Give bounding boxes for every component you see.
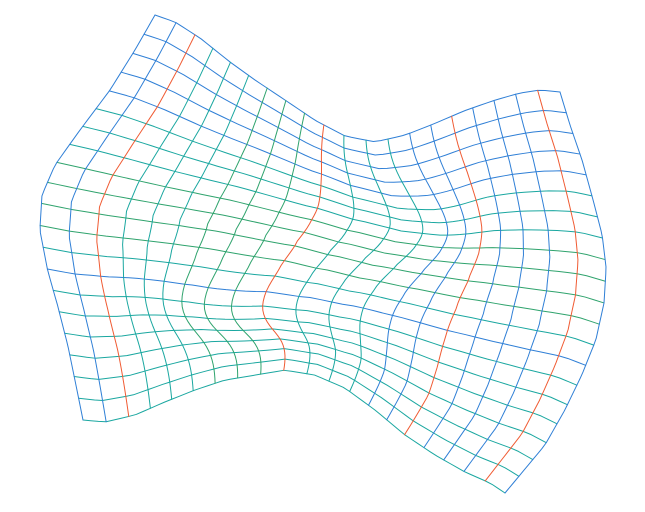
grid-column-line-5: [162, 74, 250, 392]
grid-row-line-3: [120, 71, 581, 183]
grid-row-line-6: [82, 125, 598, 224]
grid-column-line-20: [504, 91, 607, 494]
grid-row-line-15: [58, 311, 568, 406]
grid-column-line-13: [368, 132, 449, 406]
grid-column-line-17: [443, 99, 524, 461]
grid-column-line-7: [203, 100, 287, 379]
grid-column-line-1: [68, 22, 177, 423]
grid-column-line-2: [96, 34, 196, 417]
grid-column-line-8: [230, 112, 306, 375]
grid-column-line-12: [349, 138, 424, 393]
grid-row-line-18: [73, 348, 534, 461]
grid-row-line-20: [82, 369, 506, 494]
grid-column-line-6: [181, 87, 268, 384]
grid-column-line-19: [484, 89, 579, 482]
grid-rows: [39, 14, 606, 494]
grid-column-line-0: [39, 14, 156, 421]
grid-column-line-3: [122, 47, 214, 409]
grid-column-line-14: [386, 124, 467, 421]
grid-row-line-4: [108, 90, 587, 197]
grid-columns: [39, 14, 607, 494]
grid-column-line-10: [295, 134, 355, 375]
grid-row-line-5: [95, 108, 593, 211]
grid-column-line-9: [262, 124, 325, 371]
grid-column-line-18: [463, 93, 551, 472]
grid-column-line-15: [404, 115, 483, 436]
grid-row-line-14: [52, 289, 578, 386]
grid-column-line-4: [143, 61, 231, 400]
grid-column-line-16: [423, 107, 502, 449]
grid-column-line-11: [328, 139, 391, 382]
grid-row-line-19: [78, 358, 520, 477]
